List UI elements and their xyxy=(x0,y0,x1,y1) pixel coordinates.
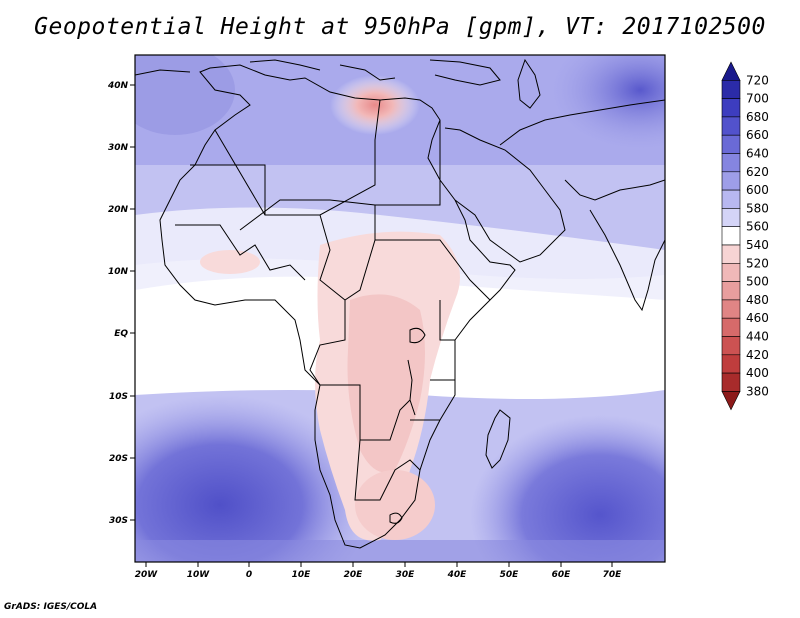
lat-label: 40N xyxy=(107,81,129,91)
longitude-axis: 20W 10W 0 10E 20E 30E 40E 50E 60E 70E xyxy=(135,562,622,580)
colorbar-swatch xyxy=(721,116,741,136)
lon-label: 20W xyxy=(135,570,159,580)
colorbar-label: 420 xyxy=(746,348,769,362)
colorbar-label: 720 xyxy=(746,73,769,87)
lat-label: 10N xyxy=(108,267,129,277)
colorbar-swatch xyxy=(721,354,741,374)
colorbar-label: 400 xyxy=(746,366,769,380)
colorbar-swatch xyxy=(721,98,741,118)
geopotential-field xyxy=(135,55,665,562)
lat-label: 30N xyxy=(108,143,129,153)
lon-label: 10W xyxy=(187,570,211,580)
colorbar-bottom-arrow xyxy=(721,391,741,411)
colorbar-swatch xyxy=(721,208,741,227)
colorbar-swatch xyxy=(721,317,741,337)
colorbar-swatch xyxy=(721,336,741,356)
map-frame xyxy=(134,54,666,563)
lat-label: EQ xyxy=(114,329,128,339)
lon-label: 30E xyxy=(396,570,416,580)
colorbar-swatch xyxy=(721,281,741,301)
colorbar-swatch xyxy=(721,226,741,246)
latitude-axis: 40N 30N 20N 10N EQ 10S 20S 30S xyxy=(107,81,135,526)
colorbar-swatch xyxy=(721,80,741,99)
colorbar-swatch xyxy=(721,372,741,392)
colorbar-label: 540 xyxy=(746,238,769,252)
colorbar-label: 700 xyxy=(746,92,769,106)
colorbar-label: 600 xyxy=(746,183,769,197)
lat-label: 20N xyxy=(108,205,129,215)
colorbar-top-arrow xyxy=(721,61,741,81)
colorbar-swatch xyxy=(721,244,741,264)
colorbar: 720 700 680 660 640 620 600 580 560 540 520 500 480 4… xyxy=(721,61,769,411)
lon-label: 50E xyxy=(500,570,520,580)
map-title: Geopotential Height at 950hPa [gpm], VT:… xyxy=(34,14,766,40)
colorbar-label: 620 xyxy=(746,165,769,179)
colorbar-label: 660 xyxy=(746,128,769,142)
lon-label: 70E xyxy=(603,570,623,580)
colorbar-label: 560 xyxy=(746,220,769,234)
footer-credit: GrADS: IGES/COLA xyxy=(4,602,98,612)
lon-label: 40E xyxy=(447,570,468,580)
colorbar-label: 640 xyxy=(746,147,769,161)
coastlines xyxy=(135,58,665,549)
colorbar-label: 480 xyxy=(746,293,769,307)
colorbar-label: 440 xyxy=(746,330,769,344)
colorbar-label: 680 xyxy=(746,110,769,124)
colorbar-label: 580 xyxy=(746,201,769,215)
colorbar-swatch xyxy=(721,189,741,209)
colorbar-swatch xyxy=(721,153,741,173)
colorbar-swatch xyxy=(721,171,741,191)
colorbar-swatch xyxy=(721,262,741,282)
lon-label: 0 xyxy=(246,570,252,580)
colorbar-label: 460 xyxy=(746,311,769,325)
lat-label: 20S xyxy=(109,454,128,464)
colorbar-label: 380 xyxy=(746,384,769,398)
lon-label: 10E xyxy=(292,570,312,580)
colorbar-label: 500 xyxy=(746,275,769,289)
lat-label: 10S xyxy=(109,392,128,402)
colorbar-swatch xyxy=(721,299,741,319)
lon-label: 60E xyxy=(552,570,572,580)
lon-label: 20E xyxy=(344,570,364,580)
lat-label: 30S xyxy=(109,516,128,526)
colorbar-label: 520 xyxy=(746,256,769,270)
colorbar-swatch xyxy=(721,134,741,154)
